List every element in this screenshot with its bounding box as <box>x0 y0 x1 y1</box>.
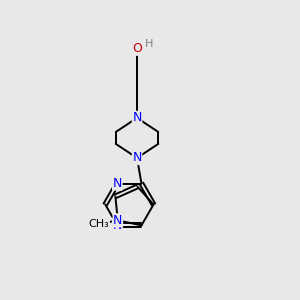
Text: N: N <box>132 111 142 124</box>
Text: H: H <box>145 39 154 49</box>
Text: N: N <box>112 219 122 232</box>
Text: N: N <box>132 152 142 164</box>
Text: N: N <box>113 214 122 227</box>
Text: N: N <box>112 177 122 190</box>
Text: CH₃: CH₃ <box>88 219 110 229</box>
Text: O: O <box>132 42 142 55</box>
